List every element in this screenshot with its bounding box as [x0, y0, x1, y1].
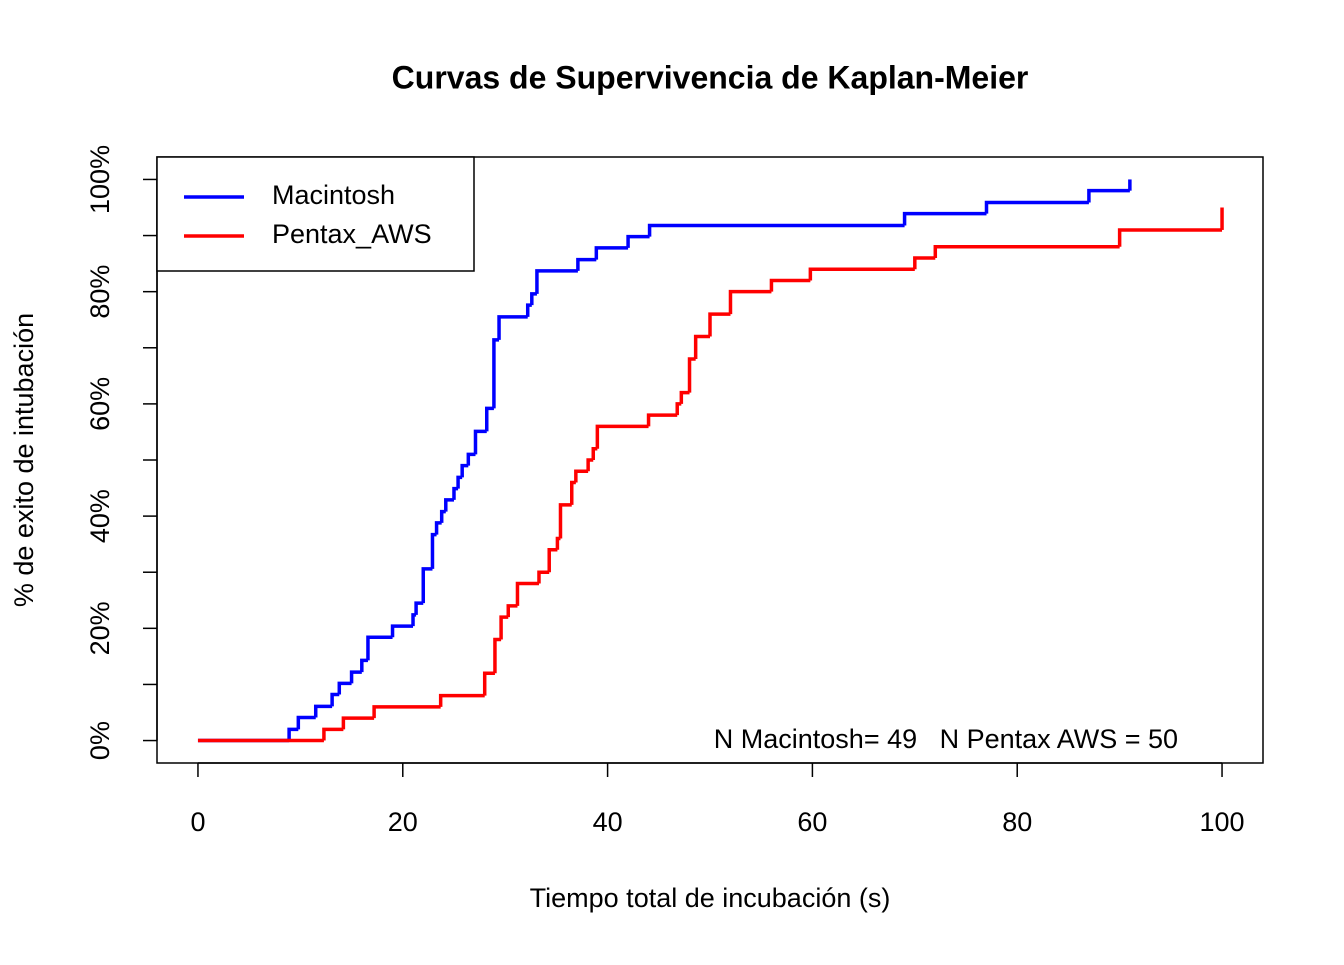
step-segment	[558, 503, 572, 539]
step-segment	[460, 463, 469, 478]
chart-title: Curvas de Supervivencia de Kaplan-Meier	[392, 59, 1029, 95]
x-tick-label: 20	[388, 807, 418, 837]
legend-box	[156, 156, 475, 272]
step-segment	[421, 567, 433, 604]
y-tick-label: 60%	[85, 377, 115, 431]
step-segment	[591, 447, 598, 460]
y-tick-label: 100%	[85, 145, 115, 214]
step-segment	[574, 469, 589, 483]
step-segment	[933, 245, 1120, 258]
legend-label: Pentax_AWS	[272, 219, 432, 249]
step-segment	[485, 406, 494, 432]
step-segment	[535, 269, 578, 294]
step-segment	[492, 338, 500, 409]
step-segment	[913, 256, 936, 270]
step-segment	[296, 715, 316, 730]
step-segment	[570, 480, 576, 505]
y-tick-label: 80%	[85, 265, 115, 319]
step-segment	[360, 658, 368, 673]
annotation: N Macintosh= 49 N Pentax AWS = 50	[714, 724, 1178, 754]
y-tick-label: 20%	[85, 601, 115, 655]
step-segment	[586, 458, 594, 472]
legend-label: Macintosh	[272, 180, 395, 210]
step-segment	[808, 267, 915, 281]
step-segment	[439, 509, 446, 523]
x-tick-label: 40	[593, 807, 623, 837]
step-segment	[372, 705, 441, 719]
step-segment	[1087, 188, 1130, 203]
step-segment	[444, 498, 454, 512]
step-segment	[984, 200, 1089, 214]
y-axis-label: % de exito de intubación	[9, 313, 39, 607]
x-axis-label: Tiempo total de incubación (s)	[530, 883, 891, 913]
step-segment	[341, 716, 375, 730]
step-segment	[1117, 228, 1223, 247]
step-segment	[390, 624, 414, 638]
step-segment	[626, 234, 650, 248]
step-segment	[349, 670, 362, 684]
step-segment	[515, 581, 539, 606]
y-tick-label: 40%	[85, 489, 115, 543]
step-segment	[482, 671, 495, 696]
step-segment	[555, 536, 561, 550]
step-segment	[530, 292, 537, 306]
step-segment	[499, 615, 509, 640]
x-tick-label: 80	[1002, 807, 1032, 837]
step-segment	[456, 475, 463, 489]
step-segment	[769, 278, 811, 292]
step-segment	[497, 315, 528, 340]
step-segment	[728, 289, 772, 315]
step-segment	[466, 452, 476, 466]
step-segment	[434, 521, 442, 535]
step-segment	[675, 402, 682, 416]
step-segment	[411, 613, 417, 627]
y-tick-label: 0%	[85, 721, 115, 760]
step-segment	[313, 704, 333, 718]
x-tick-label: 100	[1200, 807, 1245, 837]
step-segment	[452, 486, 459, 500]
step-segment	[902, 211, 987, 226]
step-segment	[330, 692, 340, 707]
step-segment	[525, 303, 532, 317]
step-segment	[322, 727, 344, 741]
step-segment	[594, 246, 629, 260]
step-segment	[414, 601, 424, 615]
step-segment	[366, 635, 393, 661]
step-segment	[287, 727, 299, 741]
step-segment	[493, 637, 502, 674]
step-segment	[438, 693, 485, 707]
step-segment	[430, 532, 437, 569]
step-segment	[647, 223, 905, 237]
step-segment	[473, 429, 487, 455]
step-segment	[693, 334, 710, 359]
x-tick-label: 60	[797, 807, 827, 837]
step-segment	[687, 357, 696, 393]
step-segment	[646, 413, 678, 427]
step-segment	[537, 570, 550, 584]
step-segment	[679, 390, 690, 404]
step-segment	[547, 548, 558, 573]
step-segment	[576, 257, 597, 271]
step-segment	[506, 604, 518, 618]
x-tick-label: 0	[190, 807, 205, 837]
step-segment	[708, 312, 731, 337]
step-segment	[337, 681, 352, 695]
step-segment	[595, 424, 649, 449]
